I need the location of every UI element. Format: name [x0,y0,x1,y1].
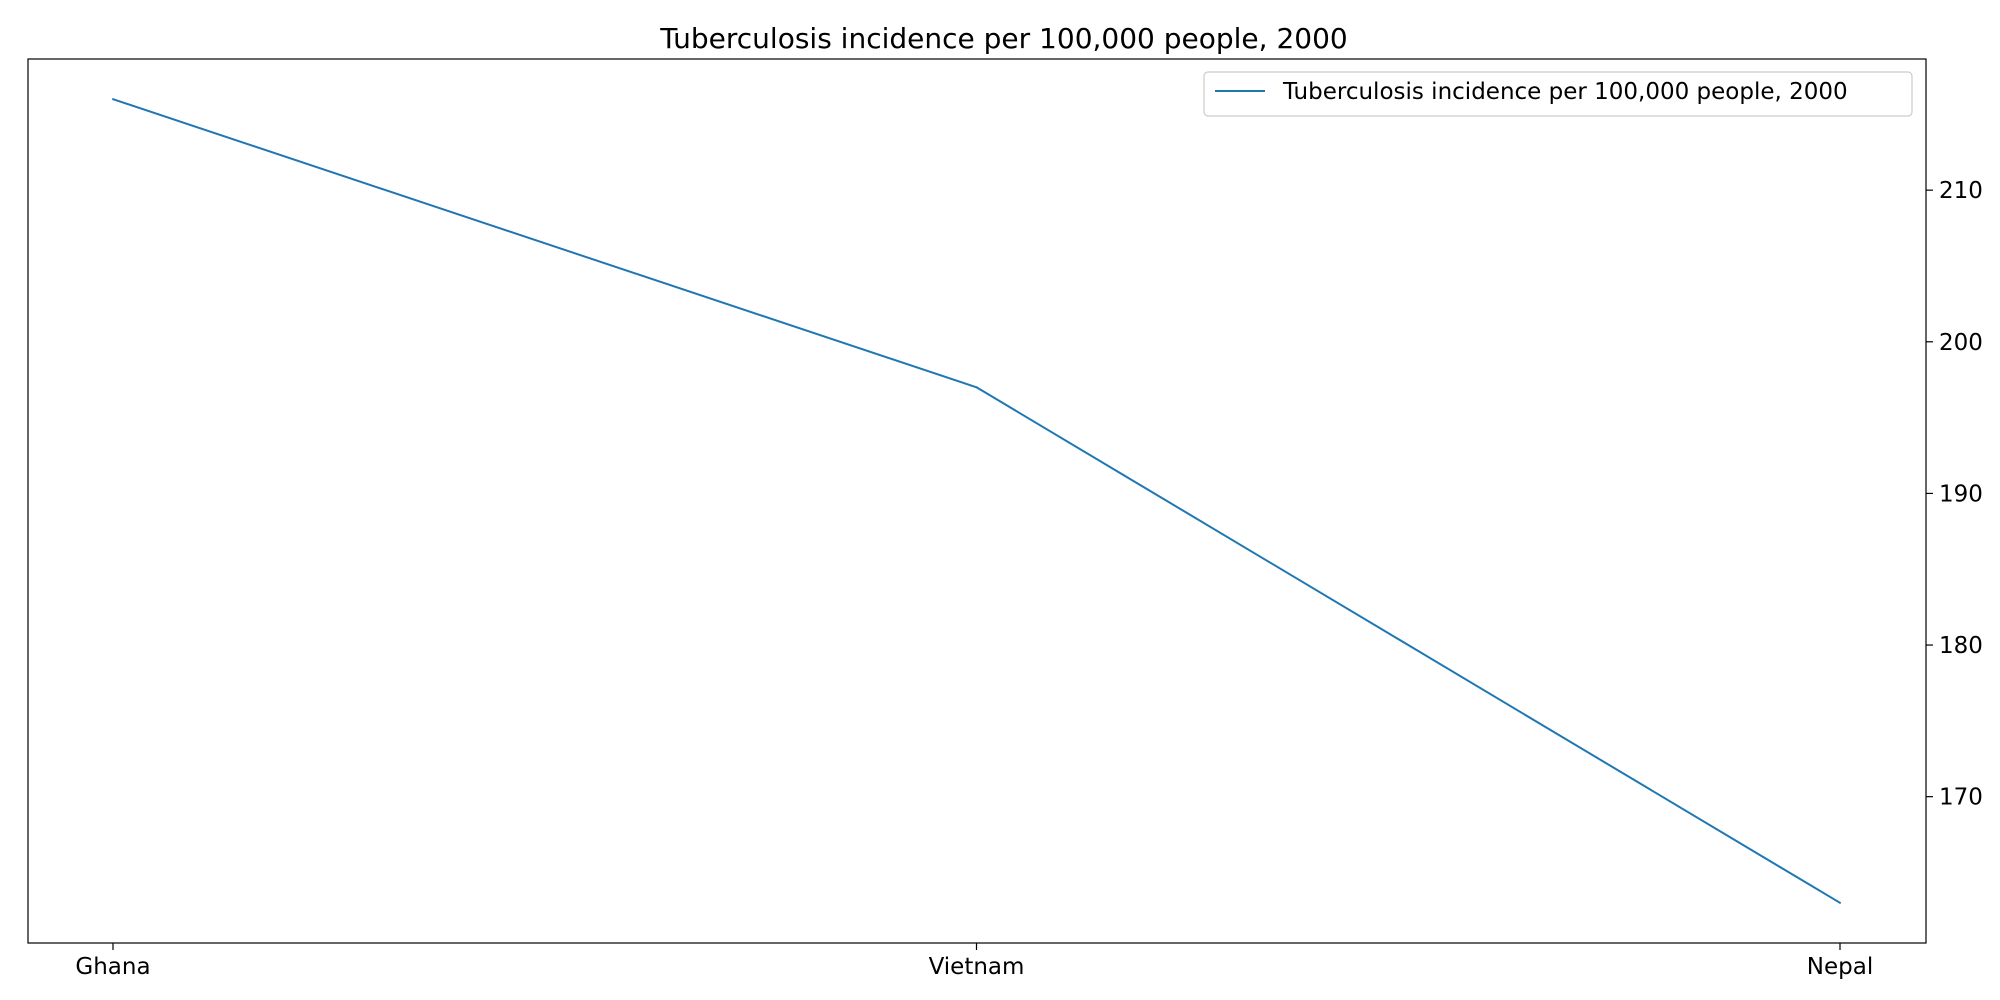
plot-area [27,58,1927,944]
x-tick-label: Vietnam [929,954,1025,980]
y-tick-label: 210 [1939,178,1983,204]
legend-box [1203,71,1913,117]
chart-title: Tuberculosis incidence per 100,000 peopl… [659,22,1347,55]
legend-label: Tuberculosis incidence per 100,000 peopl… [1282,79,1848,105]
y-tick-label: 180 [1939,633,1983,659]
y-tick-label: 190 [1939,481,1983,507]
data-point [975,386,978,389]
y-axis: 170 180 190 200 210 [1926,178,1983,811]
series-line [112,98,1841,904]
y-tick-label: 200 [1939,330,1983,356]
data-point [112,98,114,101]
data-point [1839,901,1841,904]
legend: Tuberculosis incidence per 100,000 peopl… [1203,71,1913,117]
y-tick-label: 170 [1939,785,1983,811]
x-axis: Ghana Vietnam Nepal [75,943,1873,980]
x-tick-label: Nepal [1807,954,1873,980]
x-tick-label: Ghana [75,954,150,980]
series-layer [112,98,1841,904]
